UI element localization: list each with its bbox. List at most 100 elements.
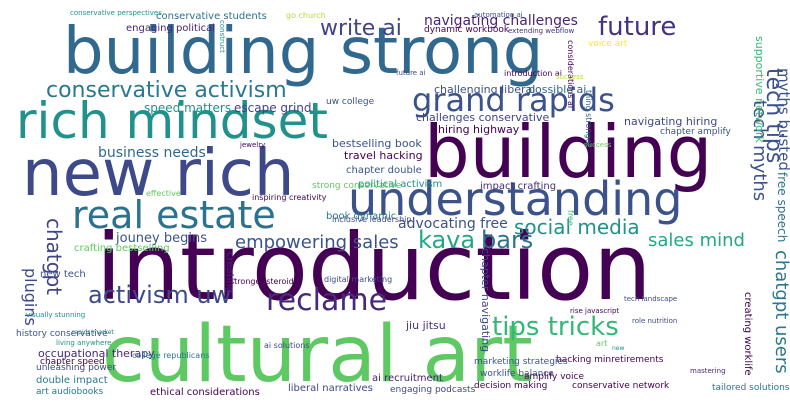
word-stronger-steroids: stronger steroids bbox=[230, 277, 298, 286]
word-jewelry: jewelry bbox=[240, 141, 266, 149]
word-inclusive-leadership: inclusive leadership bbox=[332, 215, 412, 224]
word-ethical-considerations: ethical considerations bbox=[150, 387, 260, 398]
word-art: art bbox=[596, 339, 608, 348]
word-rich-mindset: rich mindset bbox=[16, 92, 328, 150]
word-impact-crafting: impact crafting bbox=[480, 181, 557, 192]
word-chatgpt: chatgpt bbox=[42, 218, 66, 296]
word-amplify-voice: amplify voice bbox=[524, 372, 585, 382]
word-marketing-strategies: marketing strategies bbox=[474, 357, 568, 367]
word-creating-worklife: history conservative bbox=[16, 329, 108, 339]
word-free: free bbox=[566, 210, 575, 226]
word-extending-webflow: extending webflow bbox=[508, 27, 575, 35]
word-future: future bbox=[598, 12, 677, 42]
word-effective: effective bbox=[146, 189, 181, 198]
word-tech-tips: sales mind bbox=[648, 230, 745, 251]
word-ai-recruitment: ai recruitment bbox=[372, 373, 443, 384]
word-activism-uw: activism uw bbox=[88, 281, 232, 309]
word-navigating-hiring: navigating hiring bbox=[624, 115, 718, 128]
word-rise-javascript: rise javascript bbox=[570, 307, 620, 315]
word-conservative-perspectives: conservative perspectives bbox=[70, 9, 162, 17]
word-building-strong: building strong bbox=[63, 15, 544, 89]
word-building: building bbox=[424, 110, 713, 194]
word-possible-ai: possible ai bbox=[528, 83, 587, 96]
word-introduction: introduction bbox=[96, 214, 652, 321]
word-go-church: go church bbox=[286, 11, 326, 20]
word-challenges-conservative: challenges conservative bbox=[416, 111, 550, 124]
word-automation-ai: automation ai bbox=[474, 11, 523, 19]
word-rapids-market: rapids market bbox=[72, 329, 114, 336]
word-speed-matters: speed matters bbox=[144, 101, 232, 115]
word-supportive-network: supportive network bbox=[753, 36, 766, 143]
word-chapter-speed: chapter speed bbox=[40, 357, 105, 367]
word-strong-conservative: strong conservative bbox=[312, 181, 402, 191]
word-cultural-art: cultural art bbox=[102, 310, 533, 400]
word-conservative-network: conservative network bbox=[572, 381, 670, 391]
word-chapter-navigating: chapter navigating bbox=[479, 248, 492, 353]
word-new: new bbox=[612, 345, 625, 352]
word-free-speech: free speech bbox=[775, 172, 789, 243]
word-jouney-begins: jouney begins bbox=[116, 231, 207, 246]
word-bars: bars bbox=[481, 226, 534, 254]
word-worklife-balance: worklife balance bbox=[480, 369, 554, 379]
word-kava: kava bbox=[418, 226, 476, 254]
word-political-activism: political activism bbox=[358, 179, 443, 190]
word-introduction-ai: introduction ai bbox=[504, 69, 562, 78]
word-navigating-challenges: navigating challenges bbox=[424, 13, 578, 29]
word-college-republicans: college republicans bbox=[132, 351, 210, 360]
word-crafting-bestselling: crafting bestselling bbox=[74, 243, 170, 254]
word-social-media: social media bbox=[514, 215, 640, 239]
word-role-nutrition: role nutrition bbox=[632, 317, 678, 325]
word-business-needs: business needs bbox=[98, 145, 206, 161]
word-engaging-podcasts: engaging podcasts bbox=[390, 385, 476, 395]
word-challenging-liberal: challenging liberal bbox=[434, 83, 536, 96]
word-grand-rapids: grand rapids bbox=[412, 81, 615, 119]
word-art-audiobooks: art audiobooks bbox=[36, 387, 104, 397]
word-conservative-students: conservative students bbox=[156, 11, 267, 22]
word-uw-college: uw college bbox=[326, 97, 375, 107]
word-unleashing-power: unleashing power bbox=[36, 363, 116, 373]
word-tech-landscape: tech landscape bbox=[624, 295, 678, 303]
word-history-conservative: creating worklife bbox=[742, 292, 753, 376]
word-double-impact: double impact bbox=[36, 375, 108, 386]
word-chapter-amplify: chapter amplify bbox=[660, 127, 731, 137]
word-liberal-narratives: liberal narratives bbox=[288, 383, 373, 394]
word-escape-grind: escape grind bbox=[234, 101, 312, 115]
word-construct: construct bbox=[218, 20, 226, 53]
word-digital-marketing: digital marketing bbox=[324, 275, 393, 284]
word-book-dynamic: book dynamic bbox=[326, 211, 397, 222]
word-success-1: success bbox=[584, 141, 612, 149]
word-new-rich: new rich bbox=[22, 137, 295, 211]
word-jiu-jitsu: jiu jitsu bbox=[406, 319, 446, 332]
word-hacking-minretirements: hacking minretirements bbox=[556, 355, 664, 365]
word-decision-making: decision making bbox=[474, 381, 548, 391]
word-tailored-solutions: tailored solutions bbox=[712, 383, 790, 393]
word-hiring-highway: hiring highway bbox=[438, 123, 520, 136]
word-reclame: reclame bbox=[266, 283, 388, 318]
word-empowering-sales: empowering sales bbox=[235, 232, 399, 253]
word-tips-tricks: tips tricks bbox=[492, 312, 619, 342]
word-bestselling-book: bestselling book bbox=[332, 137, 422, 150]
word-success-2: success bbox=[556, 73, 584, 81]
word-write-ai: write ai bbox=[320, 16, 402, 41]
word-thing-stronger: thing stronger bbox=[584, 90, 593, 147]
word-conservative-activism: conservative activism bbox=[46, 78, 287, 103]
word-real-estate: real estate bbox=[72, 193, 276, 237]
word-inspiring-creativity: inspiring creativity bbox=[252, 193, 327, 202]
word-chapter-double: chapter double bbox=[346, 165, 422, 176]
word-future-ai: future ai bbox=[396, 69, 426, 77]
word-new-tech: new tech bbox=[40, 269, 86, 280]
word-dynamic-workbook: dynamic workbook bbox=[424, 25, 510, 35]
word-occupational-therapy: creating bbox=[224, 252, 235, 294]
word-living-anywhere: living anywhere bbox=[56, 339, 112, 347]
word-creating: occupational therapy bbox=[38, 347, 155, 360]
word-myths-busted: myths busted bbox=[775, 68, 790, 171]
word-visually-stunning: visually stunning bbox=[26, 311, 86, 319]
word-understanding: understanding bbox=[348, 172, 683, 226]
word-engaging-political: engaging political bbox=[126, 23, 216, 34]
word-advocating-free: advocating free bbox=[398, 216, 508, 232]
word-voice-art: voice art bbox=[588, 39, 628, 49]
word-mastering: mastering bbox=[690, 367, 726, 375]
word-ai-solutions: ai solutions bbox=[264, 341, 310, 350]
word-travel-hacking: travel hacking bbox=[344, 149, 423, 162]
